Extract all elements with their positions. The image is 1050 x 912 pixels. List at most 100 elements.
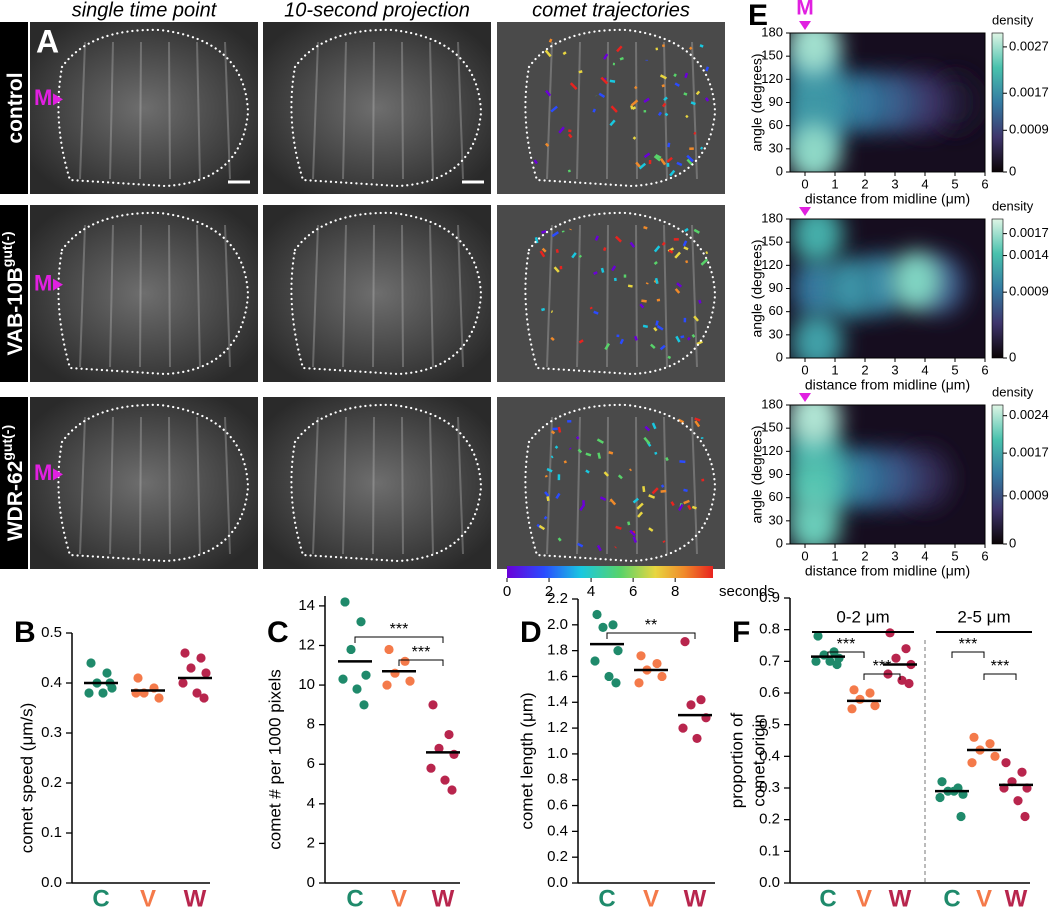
comet-track xyxy=(632,136,637,140)
density-peak xyxy=(890,250,942,311)
cell-edge xyxy=(342,41,347,180)
comet-track xyxy=(555,248,559,254)
y-tick-label: 8 xyxy=(307,716,315,733)
comet-track xyxy=(655,154,662,159)
y-tick-label: 0.4 xyxy=(759,747,780,764)
micrograph xyxy=(30,22,258,194)
comet-track xyxy=(650,343,656,349)
data-point xyxy=(434,743,444,754)
data-point xyxy=(680,637,690,647)
colorbar-tick-label: 0 xyxy=(1009,163,1016,178)
comet-track xyxy=(541,229,547,234)
category-label: W xyxy=(184,885,207,912)
cell-edge xyxy=(79,416,86,555)
colorbar-tick-label: 0 xyxy=(1009,535,1016,550)
comet-track xyxy=(603,471,610,477)
comet-track xyxy=(641,299,647,303)
y-tick-label: 60 xyxy=(769,117,783,132)
significance-bracket xyxy=(863,673,901,680)
x-tick-label: 4 xyxy=(921,548,928,563)
x-tick-label: 3 xyxy=(891,548,898,563)
comet-track xyxy=(661,241,666,246)
y-axis-label: proportion of xyxy=(727,712,746,808)
comet-track xyxy=(648,527,654,532)
comet-track xyxy=(567,133,573,139)
micrograph xyxy=(30,397,258,569)
comet-track xyxy=(659,344,666,351)
category-label: V xyxy=(856,885,872,912)
comet-track xyxy=(648,494,656,499)
y-tick-label: 2.0 xyxy=(547,616,568,633)
y-tick-label: 0.7 xyxy=(759,652,780,669)
comet-track xyxy=(653,155,661,162)
column-title: comet trajectories xyxy=(532,0,690,21)
category-label: C xyxy=(598,885,615,912)
comet-track xyxy=(662,540,666,543)
data-point xyxy=(891,653,901,663)
density-field xyxy=(790,33,981,172)
data-point xyxy=(444,729,454,740)
cell-edge xyxy=(139,416,142,555)
comet-track xyxy=(548,38,553,43)
data-point xyxy=(361,670,371,680)
row-label-box xyxy=(0,22,28,194)
comet-track xyxy=(558,126,565,134)
comet-track xyxy=(636,502,644,510)
y-tick-label: 1.8 xyxy=(547,642,568,659)
data-point xyxy=(384,644,394,655)
comet-track xyxy=(693,315,699,322)
comet-track xyxy=(596,544,602,552)
time-colorbar xyxy=(507,566,713,578)
y-tick-label: 0.6 xyxy=(547,797,568,814)
dot-plot: 0.0 0.1 0.2 0.3 0.4 0.5 0.6 0.7 0.8 0.9 proportion… xyxy=(727,589,1033,912)
data-point xyxy=(133,673,143,683)
colorbar-tick-label: 0.0017 xyxy=(1009,85,1049,100)
comet-track xyxy=(653,261,658,266)
comet-track xyxy=(691,333,696,338)
comet-track xyxy=(557,537,562,542)
comet-track xyxy=(619,338,625,345)
significance-label: *** xyxy=(991,658,1010,675)
data-point xyxy=(98,688,108,698)
cell-edge xyxy=(457,224,464,368)
comet-track xyxy=(544,474,548,478)
data-point xyxy=(382,680,392,690)
comet-track xyxy=(543,515,548,520)
colorbar-tick-label: 0.0014 xyxy=(1009,247,1049,262)
y-tick-label: 30 xyxy=(769,512,783,527)
comet-track xyxy=(664,112,669,117)
y-tick-label: 180 xyxy=(761,210,783,225)
data-point xyxy=(604,671,614,682)
x-tick-label: 1 xyxy=(831,176,838,191)
cell-edge xyxy=(691,224,698,368)
comet-track xyxy=(577,542,584,548)
y-tick-label: 0.8 xyxy=(547,771,568,788)
data-point xyxy=(990,751,1000,761)
data-point xyxy=(592,609,602,620)
midline-arrow xyxy=(53,93,63,106)
data-point xyxy=(590,656,600,666)
y-tick-label: 0.5 xyxy=(759,716,780,733)
panel-label: B xyxy=(14,616,36,649)
comet-track xyxy=(634,85,638,90)
comet-track xyxy=(602,247,607,252)
y-tick-label: 0.0 xyxy=(547,874,568,891)
comet-track xyxy=(674,251,681,259)
comet-track xyxy=(551,231,560,238)
comet-track xyxy=(614,235,622,243)
y-tick-label: 1.0 xyxy=(547,745,568,762)
comet-track xyxy=(688,46,693,51)
comet-track xyxy=(569,447,572,450)
data-point xyxy=(969,732,979,742)
comet-track xyxy=(544,491,550,497)
y-tick-label: 30 xyxy=(769,326,783,341)
x-tick-label: 0 xyxy=(801,176,808,191)
x-tick-label: 6 xyxy=(981,548,988,563)
comet-track xyxy=(682,240,688,247)
cell-edge xyxy=(606,416,609,555)
cell-edge xyxy=(224,224,231,368)
comet-track xyxy=(632,536,638,544)
x-tick-label: 2 xyxy=(861,548,868,563)
y-axis-label: comet speed (μm/s) xyxy=(17,703,36,854)
cell-edge xyxy=(606,41,609,180)
